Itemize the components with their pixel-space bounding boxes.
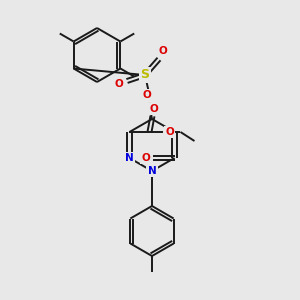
Text: O: O [149, 104, 158, 114]
Text: O: O [141, 153, 150, 163]
Text: S: S [140, 68, 149, 82]
Text: O: O [142, 90, 152, 100]
Text: O: O [159, 46, 167, 56]
Text: N: N [148, 166, 156, 176]
Text: O: O [165, 127, 174, 137]
Text: O: O [115, 79, 123, 89]
Text: N: N [125, 153, 134, 163]
